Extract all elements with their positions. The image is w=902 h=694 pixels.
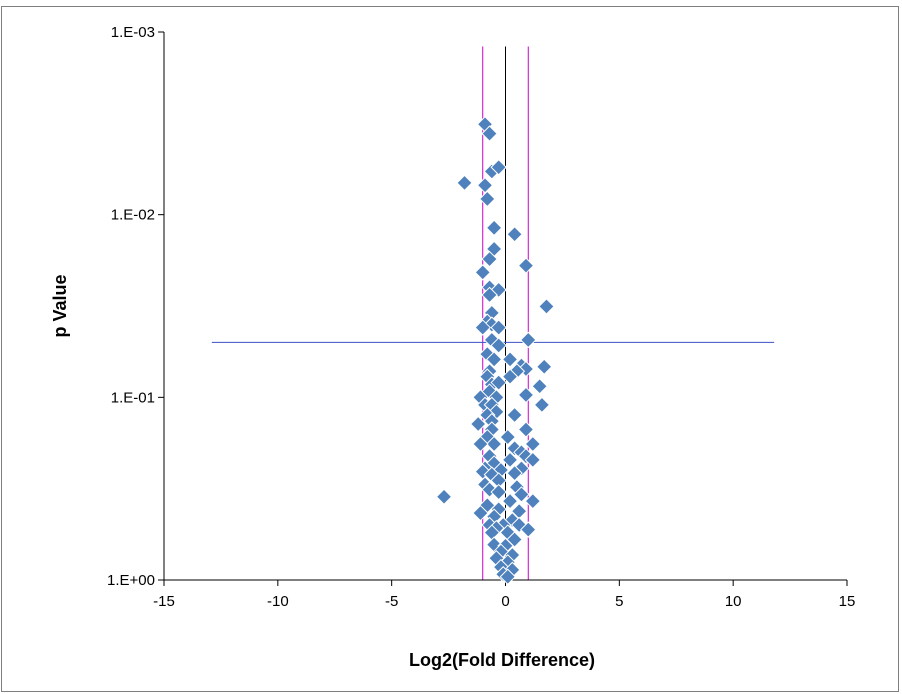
data-point bbox=[506, 226, 523, 243]
data-point bbox=[535, 358, 553, 375]
data-point bbox=[501, 492, 519, 510]
data-point bbox=[481, 250, 498, 268]
x-tick-label: 0 bbox=[501, 593, 509, 610]
data-point bbox=[472, 435, 489, 453]
data-point bbox=[481, 125, 498, 142]
data-point bbox=[490, 483, 507, 501]
y-tick-label: 1.E-01 bbox=[111, 389, 155, 406]
data-point bbox=[506, 406, 523, 424]
x-tick-label: -5 bbox=[385, 593, 398, 610]
data-point bbox=[499, 568, 516, 585]
y-tick-label: 1.E-03 bbox=[111, 24, 155, 41]
data-point bbox=[524, 451, 542, 469]
data-point bbox=[506, 464, 523, 482]
data-point bbox=[474, 319, 491, 336]
data-point bbox=[524, 435, 542, 453]
data-point bbox=[490, 337, 507, 354]
data-point bbox=[490, 374, 507, 391]
x-tick-label: -15 bbox=[153, 593, 175, 610]
data-point bbox=[435, 488, 453, 505]
data-points bbox=[435, 116, 555, 585]
data-point bbox=[476, 177, 494, 194]
data-point bbox=[456, 174, 473, 192]
data-point bbox=[520, 331, 537, 349]
data-point bbox=[485, 351, 503, 368]
y-axis-title: p Value bbox=[50, 274, 70, 337]
data-point bbox=[479, 190, 496, 208]
data-point bbox=[499, 428, 516, 446]
y-tick-label: 1.E-02 bbox=[111, 207, 155, 224]
data-point bbox=[472, 504, 489, 522]
x-axis-title: Log2(Fold Difference) bbox=[409, 650, 595, 670]
x-tick-label: -10 bbox=[267, 593, 289, 610]
data-point bbox=[533, 396, 551, 414]
data-point bbox=[506, 531, 523, 548]
x-tick-label: 10 bbox=[725, 593, 742, 610]
x-tick-label: 15 bbox=[839, 593, 856, 610]
x-tick-label: 5 bbox=[615, 593, 623, 610]
data-point bbox=[517, 386, 535, 404]
data-point bbox=[474, 264, 491, 281]
data-point bbox=[481, 286, 498, 304]
axes bbox=[158, 31, 848, 586]
data-point bbox=[517, 421, 535, 438]
data-point bbox=[538, 298, 555, 315]
data-point bbox=[485, 219, 503, 237]
data-point bbox=[490, 319, 507, 336]
data-point bbox=[517, 257, 535, 274]
data-point bbox=[531, 378, 548, 395]
data-point bbox=[524, 492, 542, 510]
data-point bbox=[485, 435, 503, 453]
data-point bbox=[520, 521, 537, 538]
data-point bbox=[469, 415, 487, 433]
data-point bbox=[501, 368, 519, 385]
chart-frame bbox=[1, 6, 899, 692]
data-point bbox=[490, 159, 507, 176]
data-point bbox=[501, 351, 519, 368]
tick-labels: 1.E-03 1.E-02 1.E-01 1.E+00 -15 -10 -5 0 5 10 15 bbox=[107, 24, 855, 610]
data-point bbox=[513, 486, 530, 503]
y-tick-label: 1.E+00 bbox=[107, 572, 155, 589]
data-point bbox=[501, 451, 519, 469]
